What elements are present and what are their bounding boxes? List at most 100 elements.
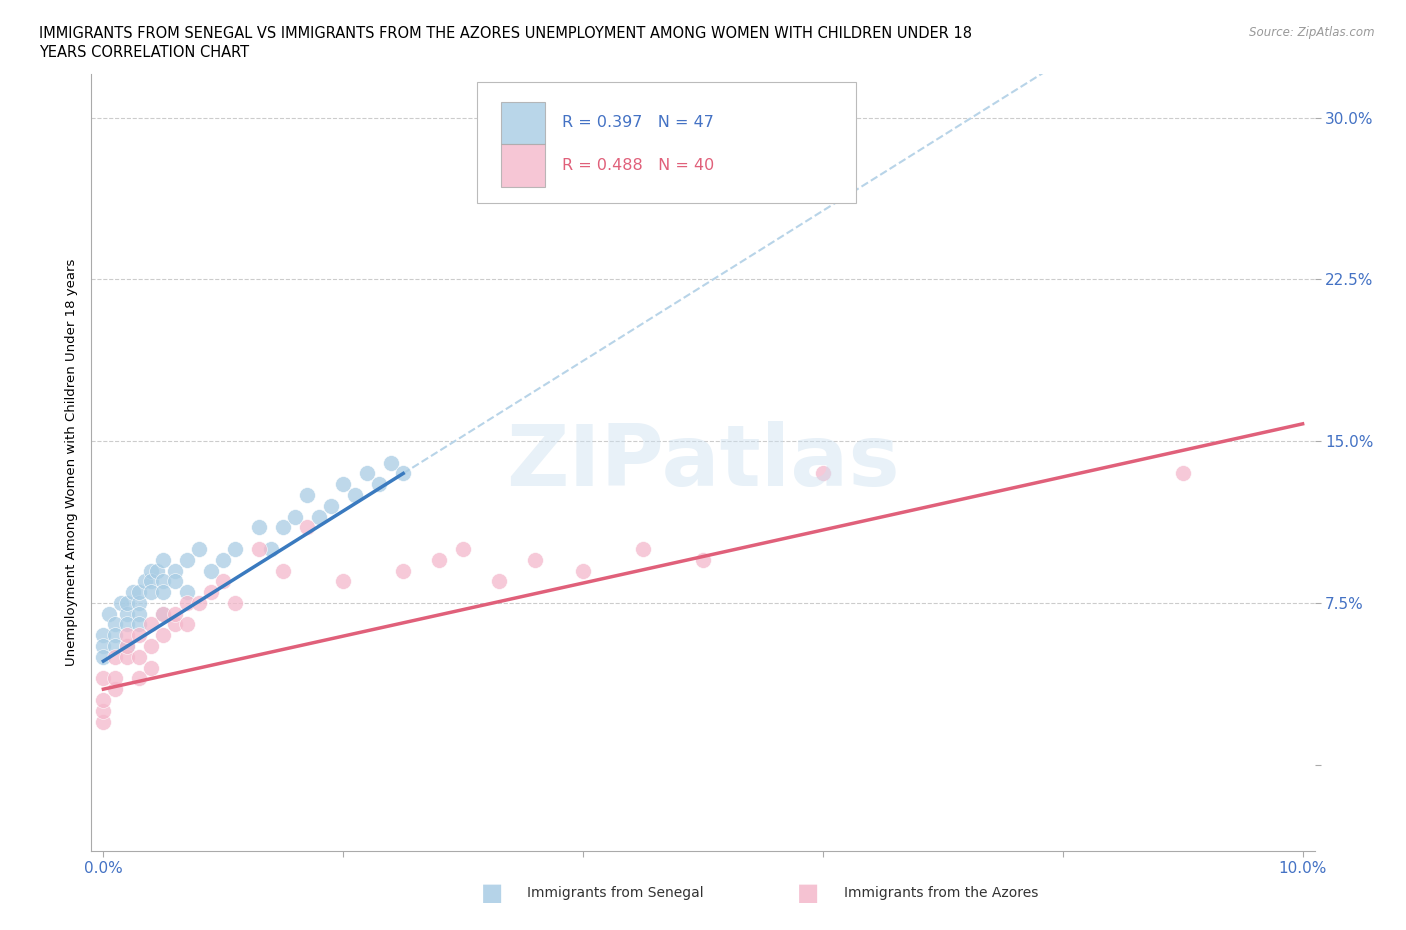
Point [332, 477, 354, 492]
Point [134, 574, 156, 589]
Point [104, 639, 127, 654]
Point [260, 541, 283, 556]
Text: ZIPatlas: ZIPatlas [506, 421, 900, 504]
Point [104, 628, 127, 643]
Point [93, 693, 115, 708]
Point [692, 552, 714, 567]
Text: Immigrants from Senegal: Immigrants from Senegal [527, 885, 704, 900]
Point [93, 703, 115, 718]
Point [152, 606, 174, 621]
Point [117, 595, 139, 610]
Point [524, 552, 547, 567]
Text: ■: ■ [797, 881, 820, 905]
Point [128, 649, 150, 664]
Point [176, 585, 198, 600]
Point [141, 660, 163, 675]
Point [247, 541, 270, 556]
Point [128, 628, 150, 643]
Point [1171, 466, 1194, 481]
Point [212, 574, 235, 589]
Point [152, 552, 174, 567]
Point [247, 520, 270, 535]
Point [141, 639, 163, 654]
Point [188, 541, 211, 556]
Point [128, 617, 150, 631]
Point [152, 606, 174, 621]
Point [212, 552, 235, 567]
Point [165, 617, 187, 631]
Point [146, 563, 169, 578]
Point [380, 456, 402, 471]
Point [644, 142, 666, 157]
Point [117, 606, 139, 621]
Point [176, 617, 198, 631]
Point [117, 617, 139, 631]
Point [128, 671, 150, 685]
Point [93, 671, 115, 685]
Point [811, 466, 834, 481]
Point [93, 649, 115, 664]
Point [122, 585, 145, 600]
Point [224, 541, 246, 556]
Point [117, 649, 139, 664]
Point [110, 595, 132, 610]
Point [427, 552, 450, 567]
Point [141, 585, 163, 600]
Point [176, 595, 198, 610]
Point [152, 628, 174, 643]
Point [98, 606, 121, 621]
Point [152, 574, 174, 589]
Text: Immigrants from the Azores: Immigrants from the Azores [844, 885, 1038, 900]
Point [117, 639, 139, 654]
Point [321, 498, 343, 513]
Point [297, 520, 319, 535]
Point [165, 606, 187, 621]
Bar [501, 101, 546, 144]
Point [93, 628, 115, 643]
Point [176, 552, 198, 567]
Point [451, 541, 474, 556]
Text: Source: ZipAtlas.com: Source: ZipAtlas.com [1250, 26, 1375, 39]
Point [128, 606, 150, 621]
Point [368, 477, 391, 492]
Point [141, 574, 163, 589]
Point [141, 563, 163, 578]
Y-axis label: Unemployment Among Women with Children Under 18 years: Unemployment Among Women with Children U… [65, 259, 77, 667]
Text: YEARS CORRELATION CHART: YEARS CORRELATION CHART [39, 45, 249, 60]
Point [356, 466, 378, 481]
Point [200, 585, 222, 600]
Point [152, 585, 174, 600]
Point [392, 563, 415, 578]
Point [200, 563, 222, 578]
Point [271, 563, 294, 578]
Point [392, 466, 415, 481]
Point [572, 563, 595, 578]
Point [284, 509, 307, 524]
Point [297, 487, 319, 502]
Point [104, 649, 127, 664]
Point [117, 628, 139, 643]
Text: R = 0.397   N = 47: R = 0.397 N = 47 [562, 115, 714, 130]
Point [271, 520, 294, 535]
Point [488, 574, 510, 589]
Point [117, 639, 139, 654]
Point [165, 574, 187, 589]
Point [104, 682, 127, 697]
Text: R = 0.488   N = 40: R = 0.488 N = 40 [562, 158, 714, 173]
Point [224, 595, 246, 610]
Point [93, 639, 115, 654]
Point [104, 671, 127, 685]
Point [104, 617, 127, 631]
Point [141, 617, 163, 631]
Point [128, 585, 150, 600]
Point [332, 574, 354, 589]
Point [165, 563, 187, 578]
Point [93, 714, 115, 729]
Point [188, 595, 211, 610]
Point [344, 487, 367, 502]
Text: ■: ■ [481, 881, 503, 905]
FancyBboxPatch shape [477, 82, 856, 203]
Point [128, 595, 150, 610]
Bar [501, 144, 546, 187]
Point [308, 509, 330, 524]
